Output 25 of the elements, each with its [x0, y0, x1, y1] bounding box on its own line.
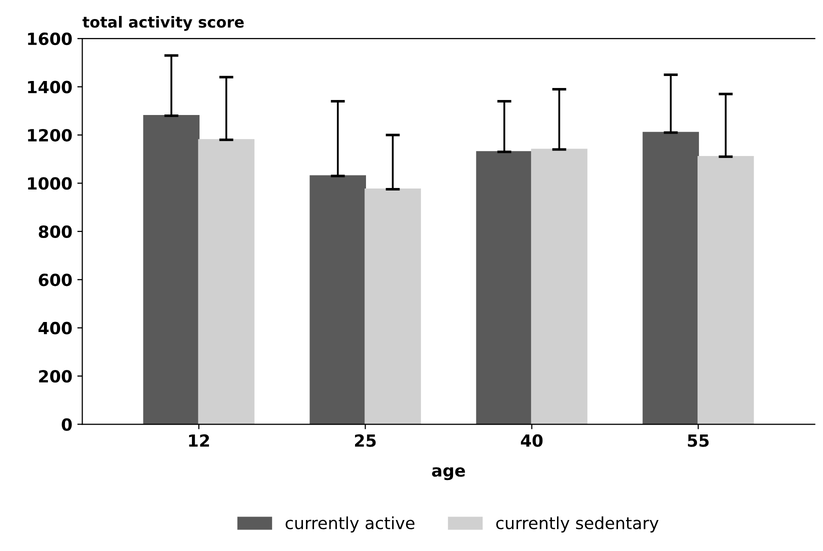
x-tick-label: 25	[355, 434, 376, 447]
x-tick-label: 40	[520, 434, 543, 447]
y-tick-label: 200	[39, 370, 72, 383]
x-axis-title: age	[432, 467, 465, 480]
bar	[531, 148, 588, 424]
y-tick-label: 1000	[28, 177, 72, 190]
bar	[198, 139, 254, 424]
y-tick-label: 800	[38, 225, 72, 238]
y-tick-label: 600	[38, 274, 72, 286]
bar	[642, 132, 699, 424]
y-tick-label: 400	[38, 322, 72, 334]
bar	[698, 156, 754, 424]
y-tick-label: 0	[62, 418, 72, 431]
y-tick-label: 1200	[28, 128, 72, 142]
legend-label: currently sedentary	[496, 516, 659, 533]
legend-label: currently active	[286, 516, 414, 533]
bar	[476, 151, 532, 424]
x-tick-label: 12	[189, 434, 209, 447]
y-axis-title: total activity score	[82, 16, 244, 31]
bar	[364, 188, 421, 424]
y-tick-label: 1400	[28, 80, 72, 94]
bar	[310, 175, 366, 424]
bar	[143, 115, 200, 424]
x-tick-label: 55	[688, 434, 709, 447]
y-tick-label: 1600	[28, 32, 72, 46]
